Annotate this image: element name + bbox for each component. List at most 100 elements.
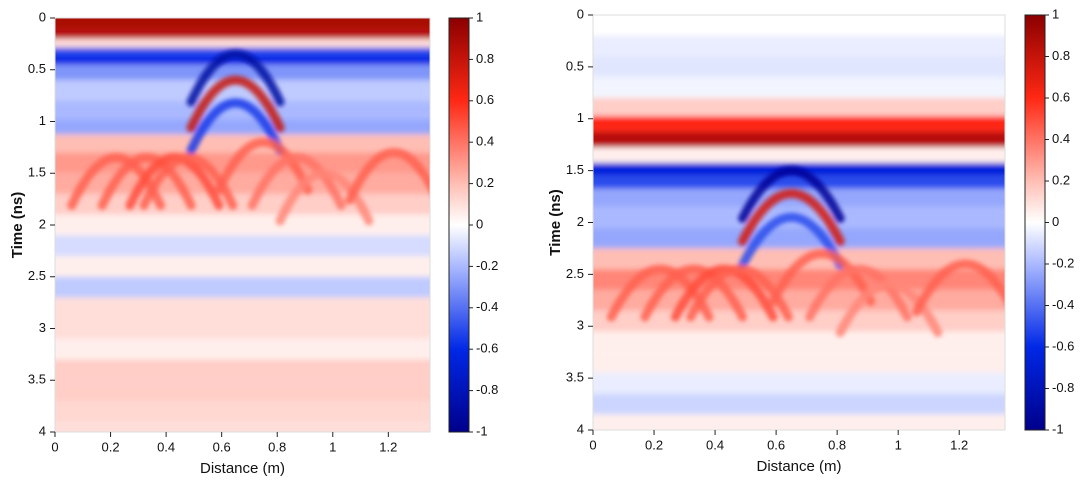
x-tick-label: 1.2 [379, 439, 397, 454]
y-axis-label: Time (ns) [9, 192, 26, 258]
reflection-row [55, 134, 430, 153]
colorbar-tick-label: 0.2 [1052, 172, 1070, 187]
reflection-row [593, 372, 1005, 394]
x-tick-label: 0.2 [645, 437, 663, 452]
colorbar-tick-label: -0.2 [476, 258, 498, 273]
hyperbola [640, 264, 747, 322]
reflection-row [593, 116, 1005, 132]
plot-area [55, 18, 430, 432]
hyperbola [344, 148, 430, 205]
reflection-row [593, 227, 1005, 249]
reflection-row [593, 77, 1005, 98]
hyperbola [738, 188, 845, 246]
hyperbola [738, 212, 845, 270]
colorbar [448, 17, 470, 433]
reflection-row [55, 173, 430, 194]
y-tick-label: 0 [39, 9, 46, 24]
x-tick-label: 0.6 [767, 437, 785, 452]
y-tick-label: 0.5 [566, 58, 584, 73]
colorbar-tick-label: -0.8 [476, 382, 498, 397]
y-tick-label: 1.5 [566, 162, 584, 177]
y-tick-label: 1 [39, 113, 46, 128]
y-tick-label: 3.5 [566, 370, 584, 385]
colorbar-tick-label: 0 [1052, 214, 1059, 229]
colorbar-tick-label: -1 [476, 423, 488, 438]
reflection-row [55, 64, 430, 81]
y-tick-label: 2 [577, 214, 584, 229]
colorbar-tick-label: 0.4 [476, 134, 494, 149]
x-axis-label: Distance (m) [200, 460, 285, 477]
reflection-row [55, 235, 430, 257]
x-tick-label: 0.4 [157, 439, 175, 454]
reflection-row [593, 175, 1005, 189]
reflection-row [593, 352, 1005, 373]
x-tick-label: 1 [329, 439, 336, 454]
hyperbola [247, 153, 346, 210]
colorbar-tick-label: 0.6 [1052, 89, 1070, 104]
colorbar-tick-label: -1 [1052, 421, 1064, 436]
hyperbola [186, 98, 285, 156]
colorbar-tick-label: -0.4 [1052, 297, 1074, 312]
y-tick-label: 1.5 [28, 165, 46, 180]
colorbar-tick-label: 1 [1052, 6, 1059, 21]
colorbar-tick-label: -0.6 [1052, 338, 1074, 353]
y-tick-label: 3.5 [28, 372, 46, 387]
rows [55, 18, 430, 432]
plot-area [593, 15, 1005, 430]
y-tick-label: 2 [39, 216, 46, 231]
colorbar-tick-label: -0.2 [1052, 255, 1074, 270]
hyperbola [686, 264, 793, 322]
reflection-row [593, 131, 1005, 148]
y-tick-label: 4 [577, 421, 584, 436]
colorbar-tick-label: 0 [476, 216, 483, 231]
x-tick-label: 0.6 [213, 439, 231, 454]
hyperbolas [67, 49, 430, 226]
reflection-row [55, 256, 430, 277]
reflection-row [55, 100, 430, 119]
hyperbolas [606, 166, 1005, 338]
reflection-row [593, 35, 1005, 57]
x-tick-label: 1.2 [950, 437, 968, 452]
reflection-row [593, 414, 1005, 430]
reflection-row [55, 297, 430, 319]
y-tick-label: 0 [577, 6, 584, 21]
y-tick-label: 3 [577, 318, 584, 333]
x-tick-label: 0.2 [102, 439, 120, 454]
hyperbola [139, 153, 238, 210]
colorbar-tick-label: 0.4 [1052, 131, 1070, 146]
x-axis-label: Distance (m) [756, 458, 841, 475]
reflection-row [55, 28, 430, 39]
reflection-row [593, 56, 1005, 78]
colorbar-tick-label: 0.8 [476, 51, 494, 66]
reflection-row [55, 421, 430, 432]
x-tick-label: 0.8 [268, 439, 286, 454]
colorbar-tick-label: 0.8 [1052, 48, 1070, 63]
x-tick-label: 0.4 [706, 437, 724, 452]
y-tick-label: 2.5 [566, 266, 584, 281]
hyperbola [738, 166, 845, 223]
reflection-row [55, 359, 430, 381]
colorbar-tick-label: 0.6 [476, 92, 494, 107]
colorbar-tick-label: -0.6 [476, 341, 498, 356]
reflection-row [55, 214, 430, 236]
reflection-row [593, 393, 1005, 415]
colorbar-tick-label: -0.4 [476, 299, 498, 314]
y-tick-label: 1 [577, 110, 584, 125]
y-tick-label: 4 [39, 423, 46, 438]
reflection-row [55, 400, 430, 422]
reflection-row [55, 276, 430, 298]
x-tick-label: 0 [589, 437, 596, 452]
x-tick-label: 1 [895, 437, 902, 452]
reflection-row [55, 380, 430, 401]
colorbar-tick-label: -0.8 [1052, 380, 1074, 395]
reflection-row [55, 118, 430, 135]
reflection-row [55, 18, 430, 29]
reflection-row [593, 331, 1005, 353]
reflection-row [593, 147, 1005, 163]
hyperbola [97, 153, 196, 210]
colorbar-tick-label: 1 [476, 9, 483, 24]
colorbar-tick-label: 0.2 [476, 175, 494, 190]
hyperbola [186, 49, 285, 107]
y-tick-label: 0.5 [28, 61, 46, 76]
